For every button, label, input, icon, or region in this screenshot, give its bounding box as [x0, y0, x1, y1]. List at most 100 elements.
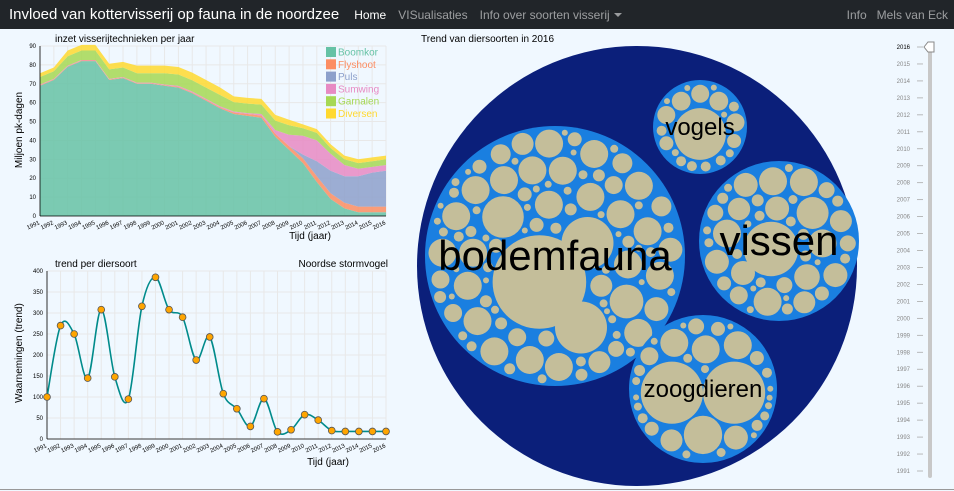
bubble-bodemfauna-item: [602, 265, 610, 274]
bubble-bodemfauna-item: [442, 202, 471, 231]
bubble-zoogdieren-item: [633, 402, 642, 411]
area-xtick-label: 1994: [68, 220, 83, 231]
area-chart-xlabel: Tijd (jaar): [289, 231, 331, 242]
bubble-bodemfauna-item: [625, 347, 635, 357]
line-point: [219, 389, 228, 398]
nav-info-soorten-dropdown[interactable]: Info over soorten visserij: [480, 8, 622, 22]
nav-author[interactable]: Mels van Eck: [876, 7, 948, 22]
line-xtick-label: 2011: [305, 443, 320, 454]
bubble-bodemfauna-item: [538, 330, 555, 347]
area-xtick-label: 2000: [151, 220, 166, 231]
line-point: [368, 427, 377, 436]
line-xtick-label: 1995: [87, 443, 102, 454]
slider-year-label: 1999: [897, 333, 911, 339]
bubble-bodemfauna-item: [463, 307, 492, 336]
bubble-bodemfauna-item: [449, 187, 459, 198]
legend-swatch-boomkor: [326, 47, 336, 57]
bubble-vogels-item: [727, 134, 742, 148]
bubble-vissen-item: [755, 277, 766, 288]
bubble-bodemfauna-item: [634, 201, 643, 210]
line-ytick-label: 350: [33, 290, 44, 296]
bubble-vissen-item: [765, 196, 790, 221]
bubble-groups: [425, 80, 859, 463]
nav-info[interactable]: Info: [846, 7, 867, 22]
bubble-bodemfauna-item: [431, 270, 450, 289]
bubble-bodemfauna-item: [437, 202, 444, 209]
bubble-label-vissen: vissen: [719, 217, 838, 264]
area-ytick-label: 80: [29, 63, 36, 69]
bubble-vissen-item: [840, 253, 851, 264]
bubble-bodemfauna-item: [433, 217, 441, 225]
bubble-bodemfauna-item: [465, 226, 477, 237]
bubble-vissen-item: [784, 164, 793, 172]
nav-info-soorten-label: Info over soorten visserij: [479, 7, 610, 22]
line-point: [43, 393, 51, 401]
line-xtick-label: 2008: [264, 443, 279, 454]
line-xtick-label: 2000: [155, 443, 170, 454]
line-chart-axes: 0 50 100 150 200 250 300 350 400 1991199219931994…: [33, 269, 387, 454]
bubble-bodemfauna-item: [523, 203, 531, 211]
area-xtick-label: 2001: [165, 220, 180, 231]
line-point: [97, 305, 106, 314]
slider-year-label: 2013: [897, 96, 911, 102]
bubble-bodemfauna-item: [622, 235, 635, 248]
bubble-bodemfauna-item: [492, 235, 587, 329]
bubble-zoogdieren-item: [640, 361, 703, 424]
bubble-vogels-item: [664, 98, 670, 105]
bubble-zoogdieren-item: [751, 419, 763, 431]
slider-year-label: 1993: [897, 435, 911, 441]
bubble-bodemfauna-item: [667, 288, 676, 297]
area-xtick-label: 1992: [40, 220, 55, 231]
bubble-zoogdieren-item: [762, 367, 772, 378]
nav-visualisaties[interactable]: VISualisaties: [398, 7, 468, 22]
line-point: [138, 302, 146, 311]
bubble-zoogdieren-item: [723, 331, 752, 360]
legend-label-puls: Puls: [338, 72, 357, 83]
bubble-zoogdieren-item: [767, 385, 774, 392]
line-point: [273, 428, 282, 436]
legend-swatch-garnalen: [326, 96, 336, 107]
bubble-zoogdieren-item: [691, 335, 720, 364]
bubble-bodemfauna-item: [428, 238, 457, 267]
brand-title[interactable]: Invloed van kottervisserij op fauna in d…: [9, 6, 340, 23]
line-xtick-label: 2014: [345, 443, 360, 454]
line-point: [355, 427, 363, 436]
slider-year-label: 1995: [897, 401, 911, 407]
slider-year-label: 2004: [897, 249, 911, 255]
bubble-zoogdieren-item: [633, 394, 640, 401]
bubble-vissen-item: [703, 226, 712, 235]
bubble-chart: Trend van diersoorten in 2016 bodemfauna…: [417, 34, 859, 486]
line-xtick-label: 2016: [372, 443, 387, 454]
bubble-vogels-item: [715, 155, 726, 166]
line-point: [327, 426, 336, 435]
bubble-bodemfauna-item: [508, 328, 527, 347]
slider-handle[interactable]: [923, 41, 935, 53]
bubble-zoogdieren-item: [701, 365, 709, 374]
bubble-vissen-item: [750, 285, 757, 292]
bubble-vissen-item: [793, 291, 816, 314]
bubble-bodemfauna-item: [459, 238, 488, 267]
slider-year-label: 2012: [897, 113, 911, 119]
bubble-bodemfauna-item: [588, 351, 611, 374]
bubble-vogels-item: [674, 108, 726, 160]
slider-year-label: 2007: [897, 198, 911, 204]
slider-year-label: 2002: [897, 282, 911, 288]
line-point: [314, 416, 323, 424]
line-point: [246, 422, 255, 431]
nav-home[interactable]: Home: [354, 7, 387, 22]
year-slider[interactable]: 2016 2015 2014 2013 2012 2011 2010 2009 2008 2007…: [890, 35, 940, 485]
line-point: [341, 427, 350, 436]
bubble-vissen-item: [751, 194, 764, 207]
area-chart-title: inzet visserijtechnieken per jaar: [55, 34, 195, 45]
bubble-label-zoogdieren: zoogdieren: [644, 376, 763, 403]
line-points: [43, 273, 390, 436]
bubble-bodemfauna-item: [511, 132, 534, 155]
bubble-bodemfauna-item: [465, 168, 472, 175]
area-chart-layers: [40, 44, 386, 216]
bubble-vissen-item: [729, 286, 748, 305]
bubble-bodemfauna-item: [515, 346, 544, 374]
line-xtick-label: 2010: [291, 443, 306, 454]
bubble-vissen-item: [797, 228, 809, 240]
line-xtick-label: 1994: [74, 443, 89, 454]
bubble-bodemfauna-item: [612, 330, 621, 339]
